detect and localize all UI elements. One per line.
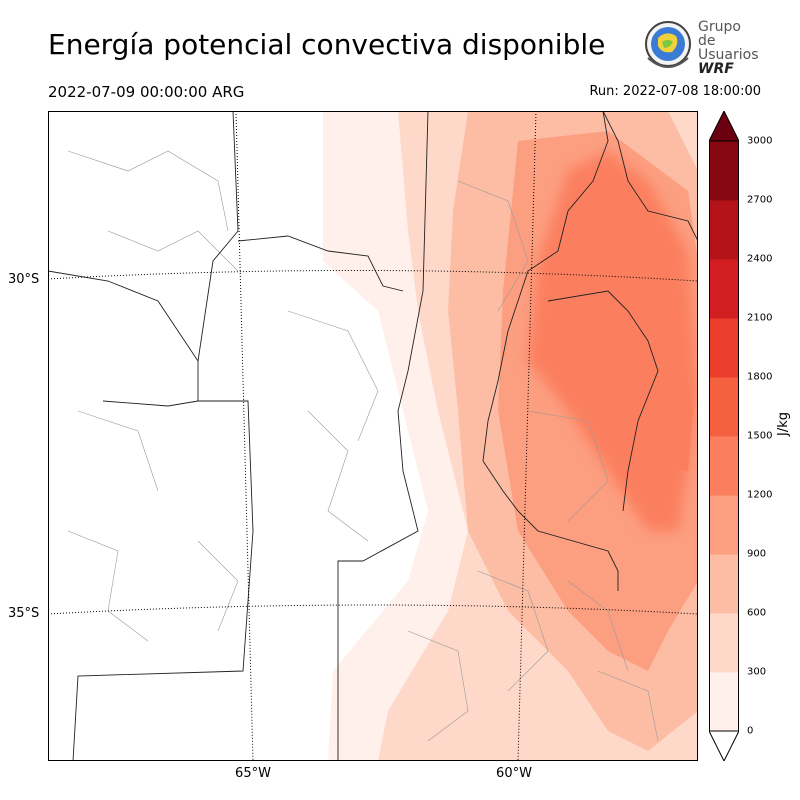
colorbar-bin [709, 436, 739, 496]
department-boundaries [67, 150, 659, 742]
grupo-usuarios-wrf-logo: Grupo de Usuarios WRF [640, 18, 760, 76]
map-title: Energía potencial convectiva disponible [48, 28, 606, 61]
colorbar-tick-label: 1500 [747, 430, 773, 442]
graticule [48, 111, 698, 761]
colorbar-bin [709, 200, 739, 260]
globe-logo-icon [645, 21, 691, 68]
colorbar-tick-label: 2400 [747, 253, 773, 265]
colorbar-tick-label: 0 [747, 725, 754, 737]
logo-line1: Grupo de [698, 19, 741, 49]
colorbar-tick-label: 900 [747, 548, 767, 560]
lon-label-60w: 60°W [496, 766, 532, 781]
colorbar-tick-label: 1800 [747, 371, 773, 383]
colorbar-tick-label: 300 [747, 666, 767, 678]
run-time: Run: 2022-07-08 18:00:00 [589, 84, 761, 99]
colorbar [709, 111, 739, 761]
lat-label-30s: 30°S [8, 272, 40, 287]
logo-line3: WRF [698, 61, 734, 77]
colorbar-tick-label: 600 [747, 607, 767, 619]
cape-shading [323, 111, 698, 761]
colorbar-bin [709, 377, 739, 437]
colorbar-max-arrow [709, 111, 739, 142]
logo-line2: Usuarios [698, 47, 759, 63]
colorbar-tick-label: 3000 [747, 135, 773, 147]
colorbar-bin [709, 672, 739, 732]
colorbar-bin [709, 554, 739, 614]
valid-time: 2022-07-09 00:00:00 ARG [48, 83, 245, 101]
colorbar-min-arrow [709, 730, 739, 761]
colorbar-bin [709, 141, 739, 201]
colorbar-tick-label: 2100 [747, 312, 773, 324]
province-boundaries [48, 111, 698, 761]
cape-map [48, 111, 698, 761]
map-frame [48, 111, 698, 761]
colorbar-tick-label: 2700 [747, 194, 773, 206]
colorbar-bin [709, 613, 739, 673]
colorbar-unit: J/kg [776, 412, 791, 436]
colorbar-bin [709, 259, 739, 319]
colorbar-frame [709, 140, 739, 732]
colorbar-bin [709, 495, 739, 555]
colorbar-tick-label: 1200 [747, 489, 773, 501]
colorbar-bin [709, 318, 739, 378]
lon-label-65w: 65°W [235, 766, 271, 781]
lat-label-35s: 35°S [8, 606, 40, 621]
